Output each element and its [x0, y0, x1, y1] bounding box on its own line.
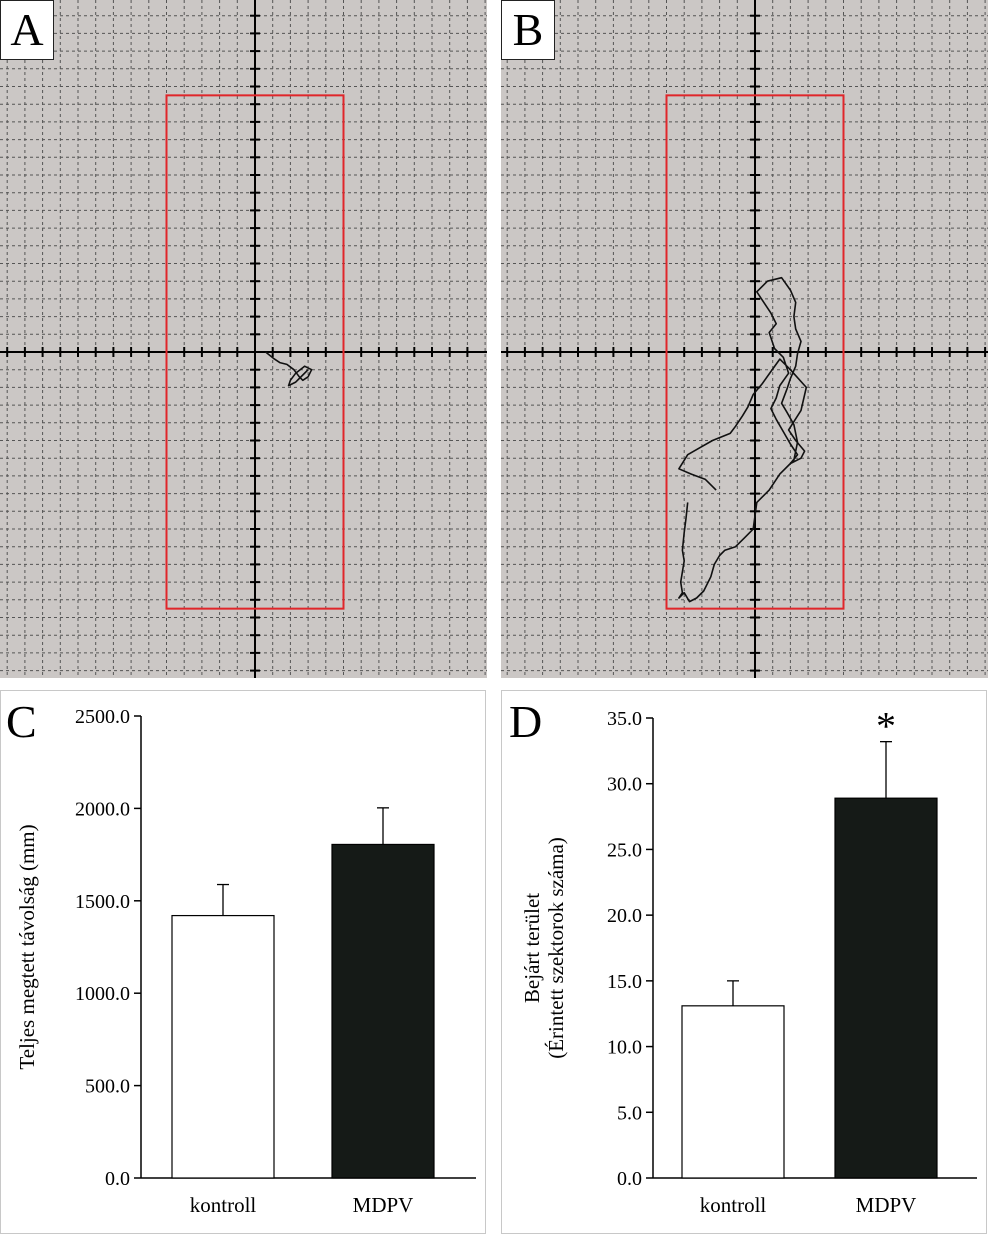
y-tick-label: 1000.0 [75, 983, 130, 1005]
y-tick-label: 500.0 [85, 1076, 130, 1098]
y-tick-label: 0.0 [617, 1168, 642, 1190]
panel-c: 0.0 500.0 1000.0 1500.0 2000.0 2500.0 kontroll… [0, 690, 486, 1234]
y-tick-label: 1500.0 [75, 891, 130, 913]
significance-mark: * [876, 704, 896, 749]
y-axis-title-line1: Bejárt terület [520, 893, 544, 1003]
trajectory-path [678, 276, 808, 603]
trajectory-plot-a [0, 0, 487, 678]
bar-mdpv [834, 797, 938, 1179]
bar-kontroll [171, 914, 275, 1179]
x-category-label: MDPV [353, 1193, 414, 1217]
y-tick-label: 2500.0 [75, 706, 130, 728]
y-tick-label: 2000.0 [75, 798, 130, 820]
y-tick-label: 35.0 [607, 708, 642, 730]
bar-chart-c: 0.0 500.0 1000.0 1500.0 2000.0 2500.0 kontroll… [0, 690, 486, 1234]
y-tick-label: 5.0 [617, 1102, 642, 1124]
bar-mdpv [331, 843, 435, 1179]
y-tick-label: 30.0 [607, 774, 642, 796]
panel-label-b: B [501, 0, 555, 60]
x-category-label: kontroll [700, 1193, 767, 1217]
y-tick-label: 15.0 [607, 971, 642, 993]
y-tick-label: 10.0 [607, 1037, 642, 1059]
y-axis-title-line2: (Érintett szektorok száma) [544, 837, 568, 1059]
panel-b: B [501, 0, 988, 678]
x-category-label: MDPV [856, 1193, 917, 1217]
y-axis-title: Teljes megtett távolság (mm) [15, 824, 39, 1069]
x-category-label: kontroll [190, 1193, 257, 1217]
y-tick-label: 20.0 [607, 905, 642, 927]
arena-background [501, 0, 988, 678]
arena-boundary [665, 94, 845, 610]
panel-a: A [0, 0, 487, 678]
panel-label-c: C [6, 696, 37, 747]
bar-kontroll [681, 1005, 785, 1179]
panel-d: 0.0 5.0 10.0 15.0 20.0 25.0 30.0 35.0 kontroll MD… [501, 690, 987, 1234]
arena-background [0, 0, 487, 678]
y-tick-label: 25.0 [607, 839, 642, 861]
trajectory-plot-b [501, 0, 988, 678]
panel-label-a: A [0, 0, 54, 60]
arena-boundary [165, 94, 345, 610]
bar-chart-d: 0.0 5.0 10.0 15.0 20.0 25.0 30.0 35.0 kontroll MD… [501, 690, 987, 1234]
trajectory-path [265, 351, 313, 387]
y-tick-label: 0.0 [105, 1168, 130, 1190]
panel-label-d: D [509, 696, 543, 747]
